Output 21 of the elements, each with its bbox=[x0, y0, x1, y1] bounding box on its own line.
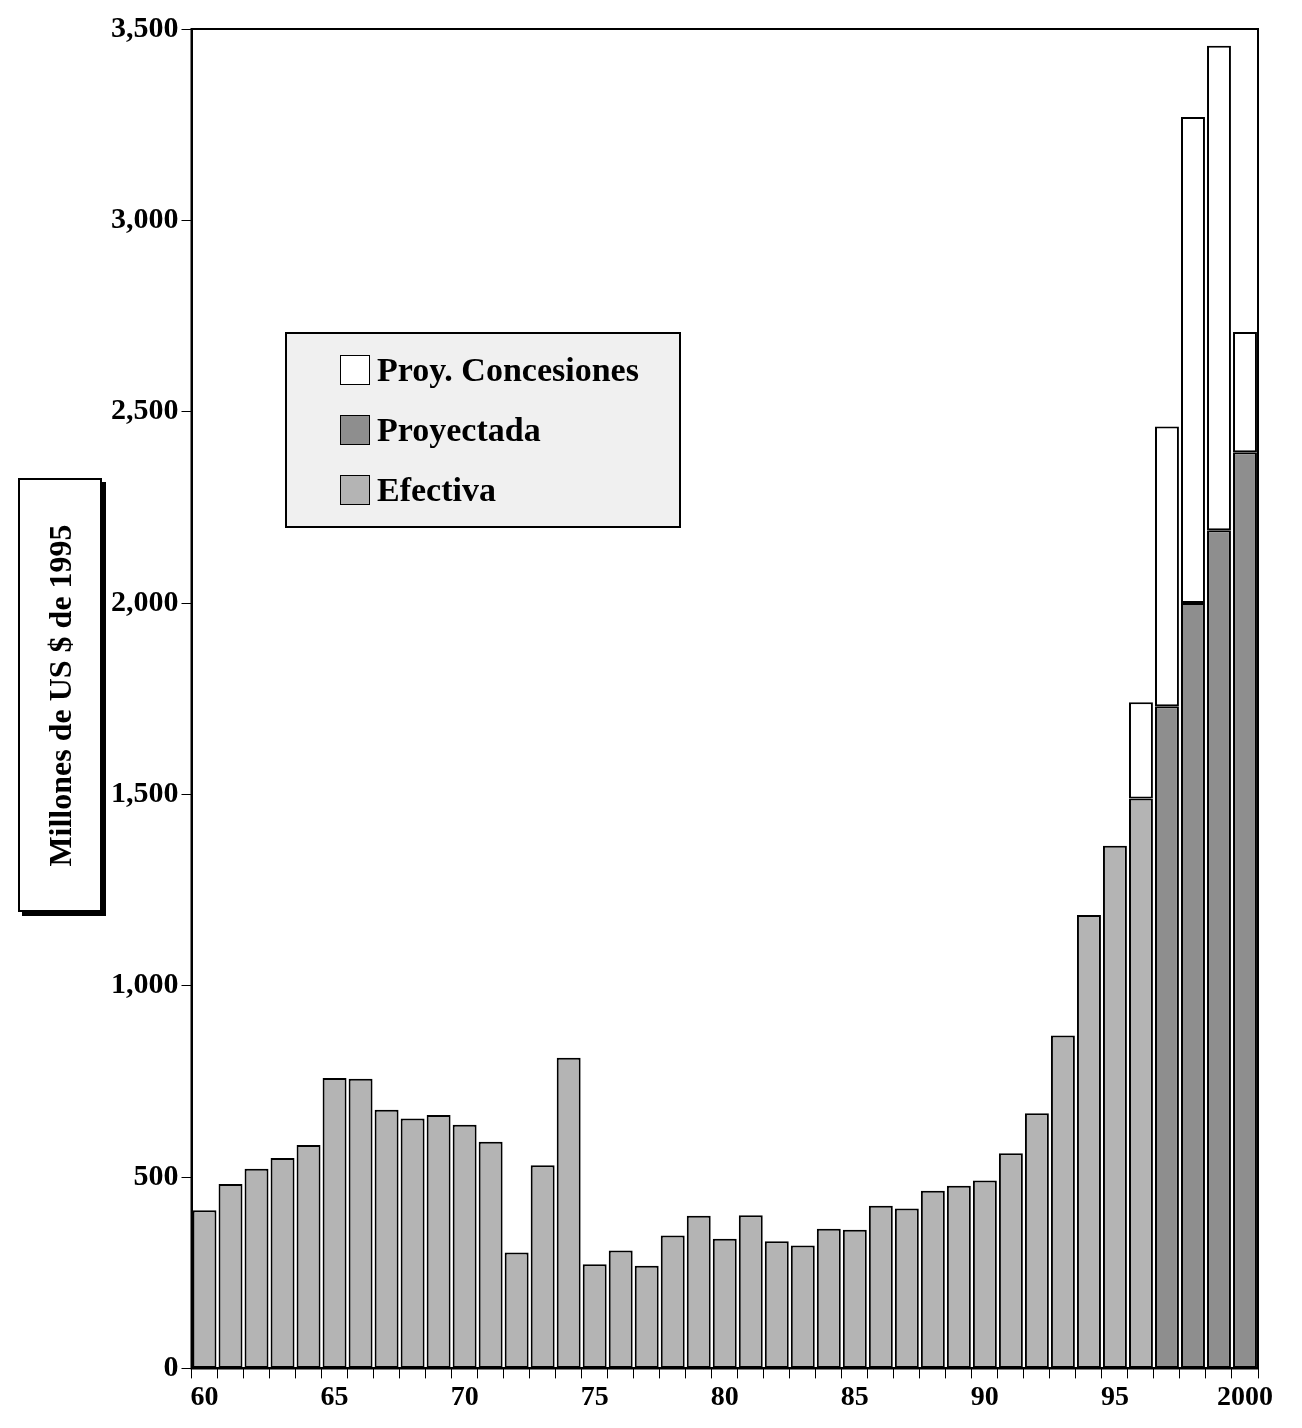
x-tick-label: 90 bbox=[970, 1380, 999, 1412]
legend-label: Proyectada bbox=[377, 411, 541, 449]
x-tick-label: 65 bbox=[320, 1380, 349, 1412]
x-tick-label: 95 bbox=[1100, 1380, 1129, 1412]
y-tick-label: 2,500 bbox=[111, 392, 179, 426]
y-tick-label: 2,000 bbox=[111, 583, 179, 617]
y-tick-label: 500 bbox=[133, 1157, 179, 1191]
y-tick-label: 3,500 bbox=[111, 9, 179, 43]
y-tick-label: 1,500 bbox=[111, 775, 179, 809]
legend-label: Proy. Concesiones bbox=[377, 351, 639, 389]
x-tick-label: 85 bbox=[840, 1380, 869, 1412]
y-tick-label: 3,000 bbox=[111, 201, 179, 235]
y-tick-label: 0 bbox=[163, 1349, 179, 1383]
x-tick-label: 70 bbox=[450, 1380, 479, 1412]
y-axis-title: Millones de US $ de 1995 bbox=[41, 523, 79, 867]
x-tick-label: 75 bbox=[580, 1380, 609, 1412]
y-tick-label: 1,000 bbox=[111, 966, 179, 1000]
x-tick-label: 60 bbox=[190, 1380, 219, 1412]
x-tick-label: 2000 bbox=[1216, 1380, 1273, 1412]
legend-label: Efectiva bbox=[377, 471, 496, 509]
x-tick-label: 80 bbox=[710, 1380, 739, 1412]
